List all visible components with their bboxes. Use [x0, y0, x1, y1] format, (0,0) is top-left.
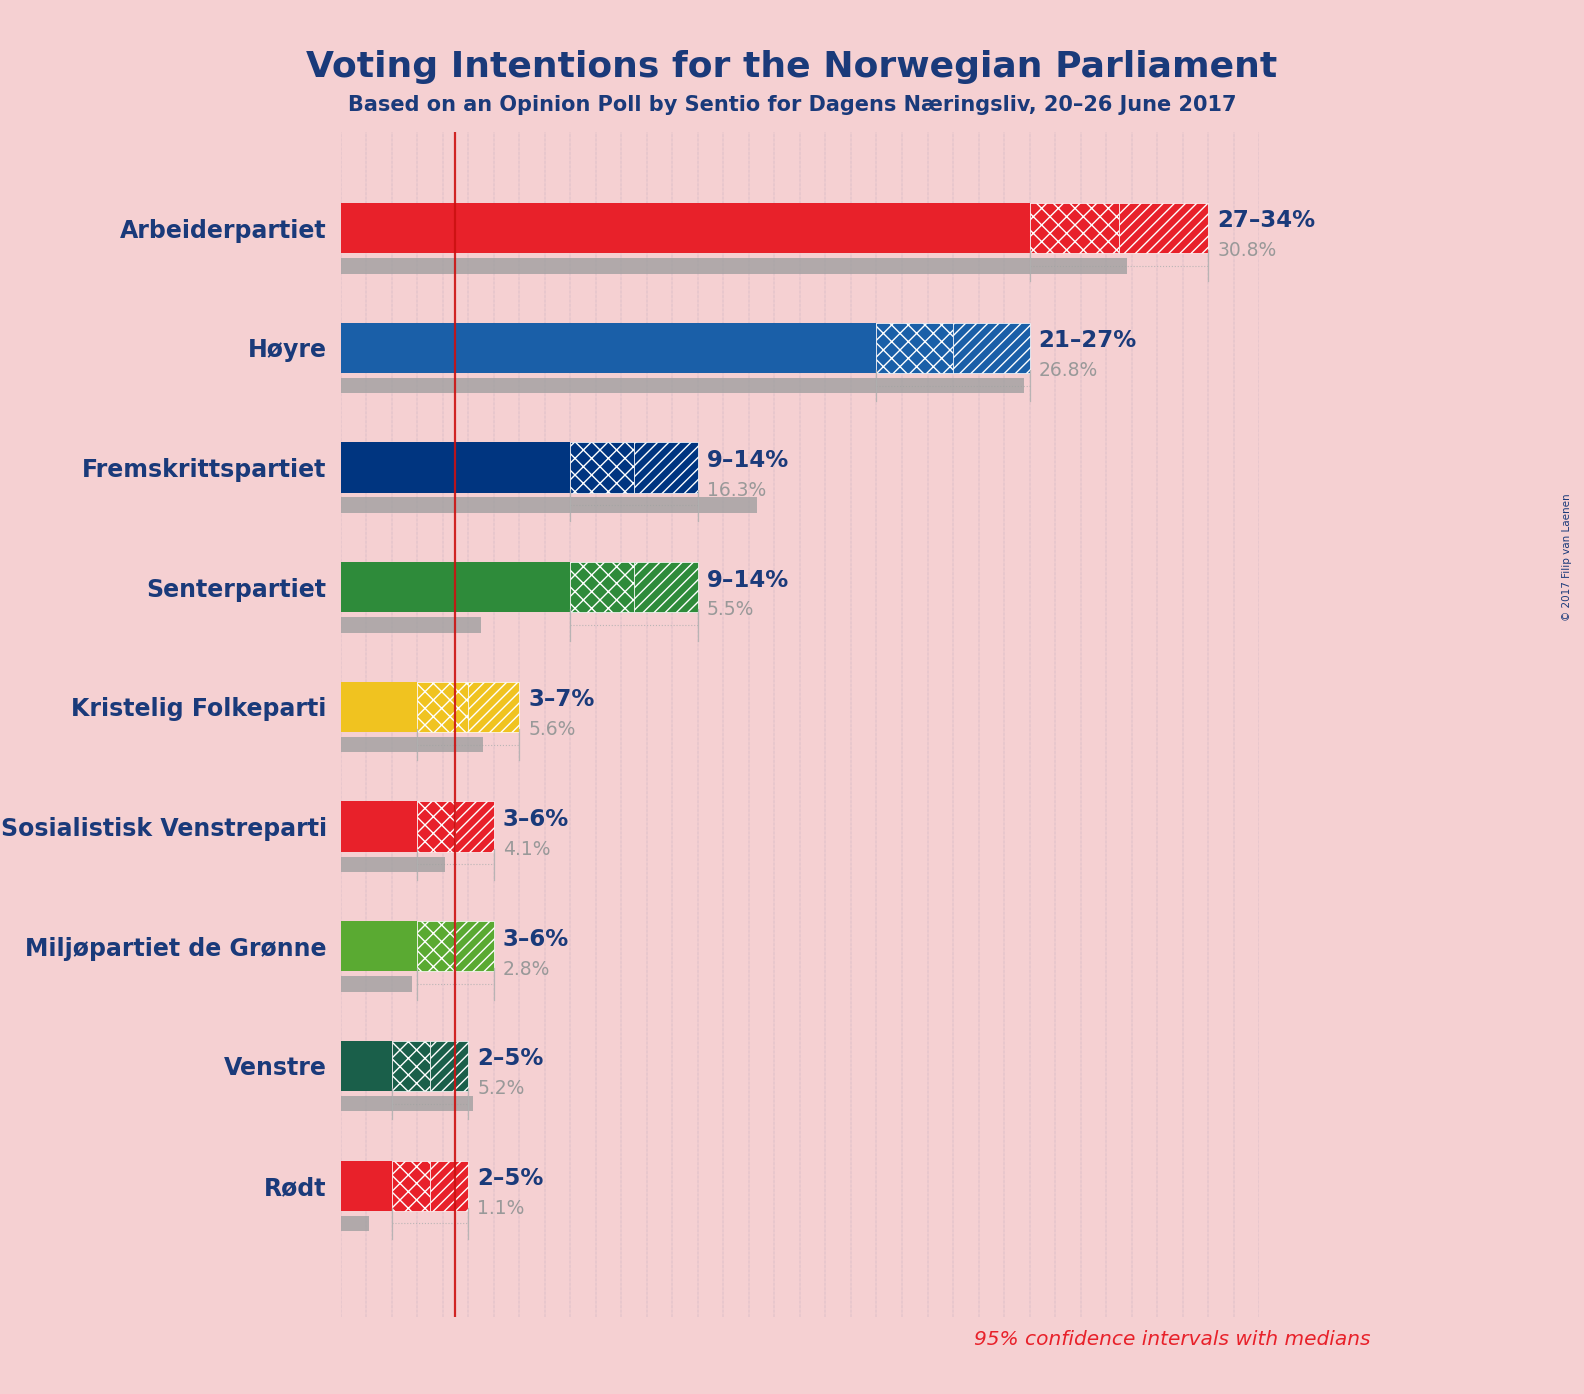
- Bar: [341, 258, 1126, 273]
- Text: Voting Intentions for the Norwegian Parliament: Voting Intentions for the Norwegian Parl…: [306, 50, 1278, 84]
- Bar: [341, 1041, 391, 1092]
- Bar: [341, 682, 417, 732]
- Bar: [341, 1161, 391, 1211]
- Text: Based on an Opinion Poll by Sentio for Dagens Næringsliv, 20–26 June 2017: Based on an Opinion Poll by Sentio for D…: [348, 95, 1236, 114]
- Bar: [876, 323, 954, 374]
- Text: 2–5%: 2–5%: [477, 1047, 543, 1071]
- Bar: [570, 442, 634, 492]
- Bar: [1118, 204, 1209, 254]
- Text: 27–34%: 27–34%: [1217, 209, 1315, 233]
- Bar: [954, 323, 1030, 374]
- Text: 2–5%: 2–5%: [477, 1167, 543, 1190]
- Bar: [469, 682, 520, 732]
- Bar: [341, 378, 1025, 393]
- Text: 4.1%: 4.1%: [502, 839, 550, 859]
- Text: 1.1%: 1.1%: [477, 1199, 524, 1218]
- Bar: [341, 442, 570, 492]
- Bar: [1030, 204, 1118, 254]
- Text: 3–6%: 3–6%: [502, 809, 569, 831]
- Bar: [341, 498, 757, 513]
- Text: 5.6%: 5.6%: [527, 721, 575, 739]
- Text: 3–6%: 3–6%: [502, 927, 569, 951]
- Bar: [341, 921, 417, 972]
- Bar: [456, 921, 494, 972]
- Bar: [634, 442, 699, 492]
- Bar: [391, 1161, 429, 1211]
- Bar: [417, 921, 456, 972]
- Bar: [417, 682, 469, 732]
- Text: 9–14%: 9–14%: [706, 449, 789, 473]
- Bar: [341, 976, 412, 991]
- Bar: [570, 562, 634, 612]
- Text: 30.8%: 30.8%: [1217, 241, 1277, 261]
- Bar: [634, 562, 699, 612]
- Bar: [341, 802, 417, 852]
- Bar: [341, 1096, 474, 1111]
- Bar: [341, 323, 876, 374]
- Text: 2.8%: 2.8%: [502, 959, 550, 979]
- Bar: [429, 1161, 469, 1211]
- Text: 5.2%: 5.2%: [477, 1079, 524, 1098]
- Bar: [417, 802, 456, 852]
- Bar: [341, 856, 445, 873]
- Text: 16.3%: 16.3%: [706, 481, 767, 500]
- Bar: [341, 737, 483, 753]
- Text: 3–7%: 3–7%: [527, 689, 594, 711]
- Bar: [341, 1216, 369, 1231]
- Bar: [456, 802, 494, 852]
- Text: 5.5%: 5.5%: [706, 601, 754, 619]
- Bar: [341, 562, 570, 612]
- Bar: [429, 1041, 469, 1092]
- Text: 9–14%: 9–14%: [706, 569, 789, 591]
- Text: 95% confidence intervals with medians: 95% confidence intervals with medians: [974, 1330, 1370, 1349]
- Bar: [341, 204, 1030, 254]
- Text: 26.8%: 26.8%: [1039, 361, 1098, 381]
- Text: 21–27%: 21–27%: [1039, 329, 1137, 353]
- Bar: [391, 1041, 429, 1092]
- Text: © 2017 Filip van Laenen: © 2017 Filip van Laenen: [1562, 493, 1571, 622]
- Bar: [341, 618, 482, 633]
